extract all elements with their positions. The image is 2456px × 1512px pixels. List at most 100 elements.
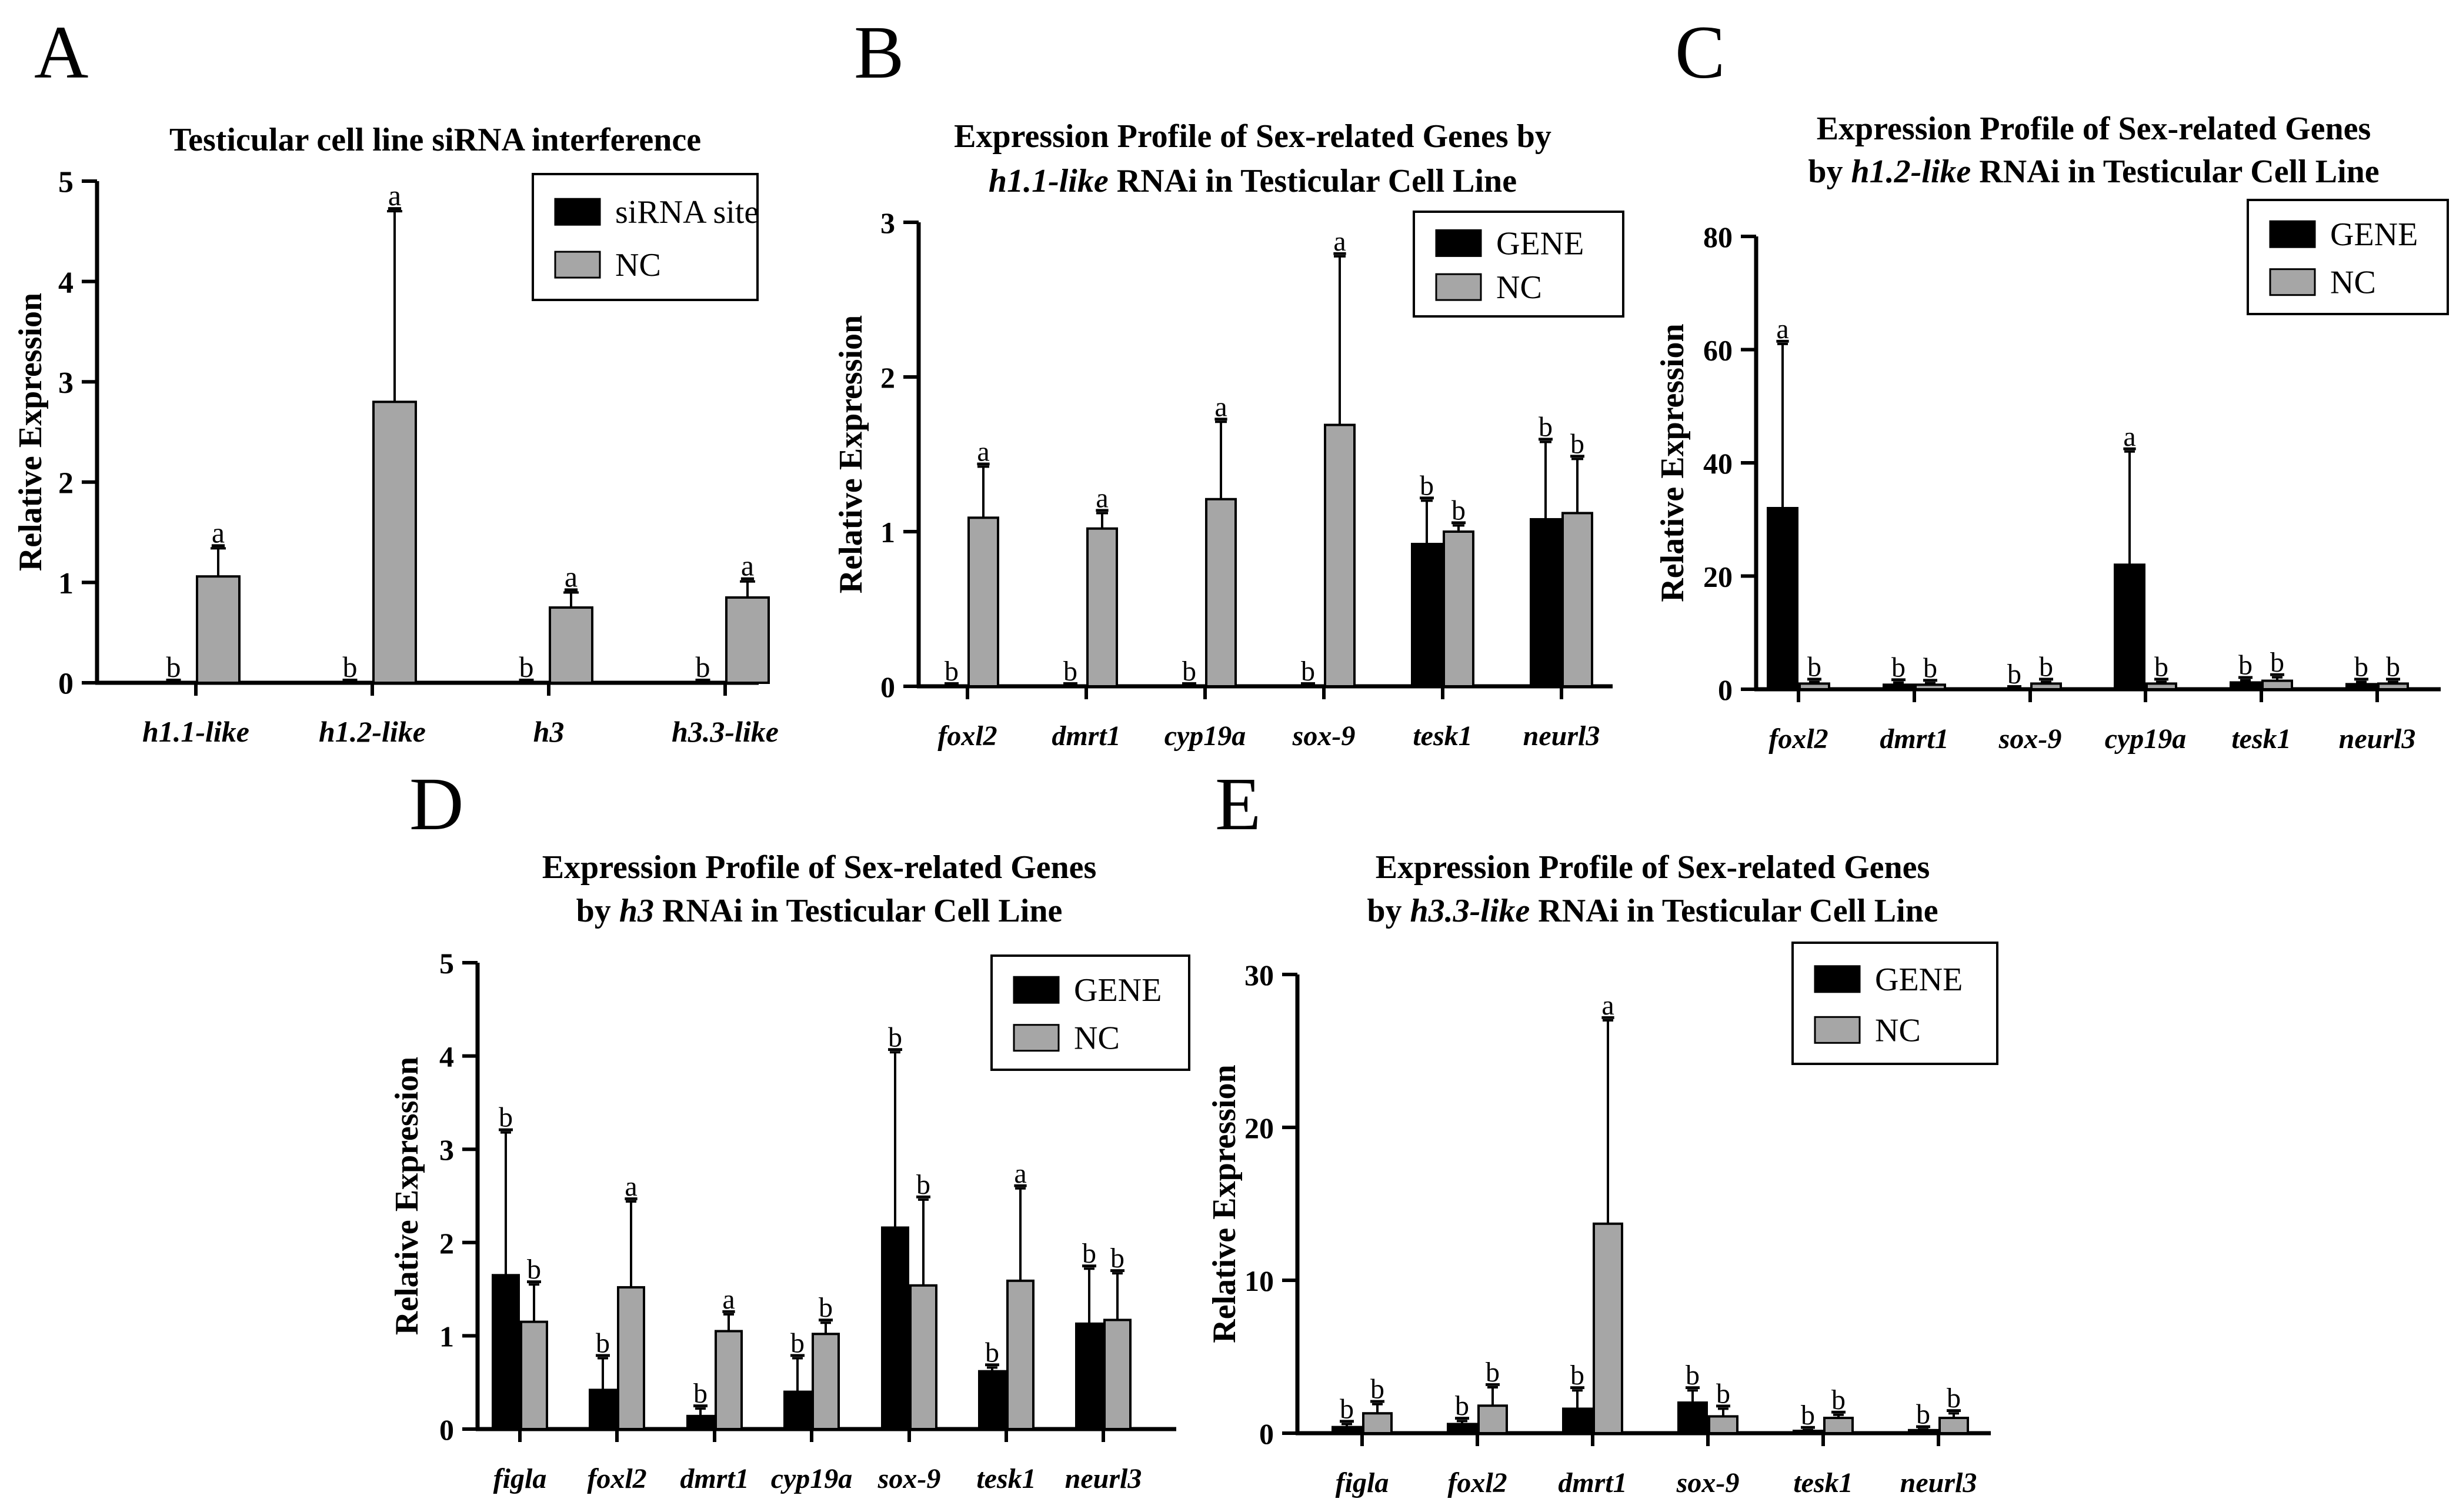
- legend-label: NC: [1875, 1012, 1921, 1049]
- significance-label: b: [1301, 656, 1315, 687]
- chart-title: Testicular cell line siRNA interference: [169, 122, 701, 158]
- significance-label: a: [1601, 990, 1614, 1021]
- x-tick-label: dmrt1: [1558, 1467, 1627, 1498]
- y-tick-label: 20: [1244, 1112, 1274, 1144]
- significance-label: b: [1831, 1384, 1846, 1416]
- chart-title-span: by: [576, 893, 619, 929]
- y-tick-label: 30: [1244, 959, 1274, 992]
- legend-label: GENE: [1074, 972, 1162, 1009]
- bar-gene: [2230, 681, 2261, 690]
- significance-label: b: [2007, 659, 2021, 690]
- significance-label: b: [1686, 1360, 1700, 1391]
- legend-swatch-nc: [1814, 1016, 1861, 1044]
- significance-label: b: [1340, 1393, 1354, 1424]
- bar-nc: [725, 596, 770, 684]
- y-tick-label: 5: [58, 166, 74, 199]
- significance-label: b: [693, 1378, 708, 1409]
- y-axis-label: Relative Expression: [833, 315, 869, 593]
- bar-gene: [1767, 507, 1798, 690]
- x-tick-label: neurl3: [1065, 1463, 1142, 1494]
- x-tick-label: foxl2: [587, 1463, 646, 1494]
- chart-title-span: h1.2-like: [1851, 153, 1971, 190]
- bar-nc: [2145, 682, 2177, 690]
- significance-label: b: [696, 650, 710, 683]
- y-axis-label: Relative Expression: [389, 1057, 425, 1335]
- chart-title-span: RNAi in Testicular Cell Line: [1530, 893, 1938, 929]
- chart-title-span: Expression Profile of Sex-related Genes: [1376, 849, 1930, 886]
- bar-gene: [881, 1226, 909, 1431]
- bar-nc: [549, 606, 593, 685]
- legend-label: siRNA site: [615, 194, 759, 231]
- y-axis-label: Relative Expression: [12, 293, 49, 571]
- significance-label: b: [2039, 651, 2053, 682]
- panel-label: B: [854, 11, 904, 94]
- bar-nc: [372, 400, 417, 684]
- legend-label: NC: [1496, 269, 1542, 306]
- significance-label: b: [499, 1102, 513, 1133]
- bar-nc: [1938, 1417, 1969, 1434]
- significance-label: b: [1923, 652, 1937, 683]
- significance-label: a: [722, 1284, 735, 1315]
- significance-label: b: [343, 650, 358, 683]
- y-tick-label: 0: [58, 667, 74, 701]
- significance-label: b: [2270, 647, 2284, 678]
- x-tick-label: tesk1: [976, 1463, 1036, 1494]
- legend-label: GENE: [2330, 216, 2418, 253]
- legend-label: GENE: [1496, 225, 1584, 262]
- significance-label: b: [1082, 1238, 1096, 1269]
- x-tick-label: neurl3: [1900, 1467, 1977, 1498]
- y-tick-label: 4: [439, 1040, 454, 1073]
- x-tick-label: dmrt1: [680, 1463, 749, 1494]
- significance-label: a: [1096, 482, 1108, 513]
- y-tick-label: 1: [880, 516, 895, 549]
- x-tick-label: cyp19a: [2105, 723, 2187, 755]
- significance-label: b: [2238, 650, 2253, 681]
- significance-label: a: [2123, 421, 2135, 452]
- bar-gene: [492, 1274, 520, 1431]
- x-tick-label: sox-9: [1998, 723, 2062, 755]
- x-tick-label: tesk1: [2231, 723, 2291, 755]
- bar-nc: [1443, 530, 1474, 687]
- chart-title-span: Expression Profile of Sex-related Genes: [542, 849, 1097, 886]
- x-tick-label: dmrt1: [1052, 720, 1120, 752]
- significance-label: a: [565, 560, 578, 593]
- significance-label: b: [1110, 1243, 1124, 1274]
- legend-label: GENE: [1875, 962, 1963, 998]
- chart-title: Expression Profile of Sex-related Genes …: [954, 118, 1551, 155]
- chart-title-span: Testicular cell line siRNA interference: [169, 122, 701, 158]
- chart-title-span: h3: [619, 893, 654, 929]
- panel-a: A Testicular cell line siRNA interference…: [12, 11, 779, 748]
- bar-gene: [686, 1414, 715, 1430]
- bar-gene: [1530, 518, 1561, 688]
- panel-d: D Expression Profile of Sex-related Genes…: [389, 762, 1190, 1494]
- chart-title-span: Expression Profile of Sex-related Genes: [1817, 111, 2371, 147]
- legend-swatch-gene: [1013, 976, 1060, 1004]
- significance-label: a: [741, 549, 754, 582]
- significance-label: a: [212, 516, 225, 549]
- bar-gene: [589, 1388, 617, 1430]
- bar-nc: [1086, 527, 1118, 687]
- x-tick-label: sox-9: [877, 1463, 941, 1494]
- bar-nc: [1708, 1415, 1738, 1434]
- bar-gene: [783, 1390, 812, 1431]
- legend-swatch-gene: [554, 198, 601, 226]
- bar-nc: [520, 1320, 548, 1431]
- significance-label: b: [819, 1292, 833, 1323]
- legend-swatch-nc: [1435, 273, 1482, 301]
- significance-label: b: [519, 650, 534, 683]
- chart-title-span: Expression Profile of Sex-related Genes …: [954, 118, 1551, 155]
- bar-nc: [2261, 679, 2293, 690]
- significance-label: a: [1014, 1158, 1026, 1189]
- y-axis-label: Relative Expression: [1654, 323, 1691, 602]
- significance-label: a: [1214, 391, 1227, 422]
- bar-nc: [2030, 682, 2062, 690]
- x-tick-label: foxl2: [937, 720, 997, 752]
- chart-title: Expression Profile of Sex-related Genes: [1376, 849, 1930, 886]
- legend-swatch-gene: [2269, 220, 2316, 248]
- significance-label: b: [1182, 656, 1196, 687]
- y-tick-label: 80: [1703, 221, 1733, 253]
- y-tick-label: 20: [1703, 560, 1733, 593]
- x-tick-label: h1.1-like: [142, 715, 249, 748]
- significance-label: b: [1370, 1374, 1384, 1405]
- bar-nc: [967, 516, 999, 688]
